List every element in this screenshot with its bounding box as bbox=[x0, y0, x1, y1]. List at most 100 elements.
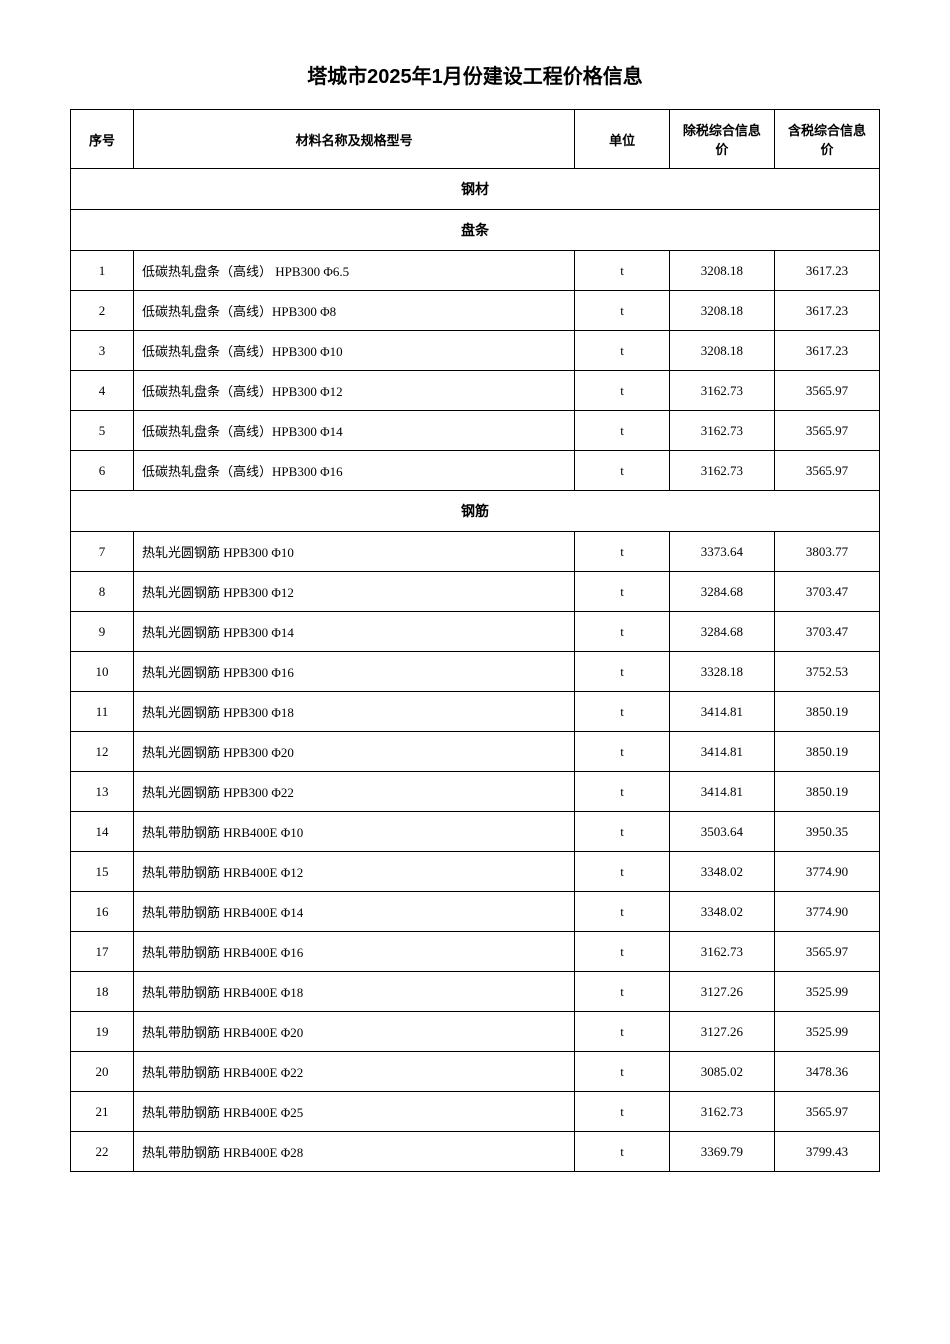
cell-price-inc-tax: 3565.97 bbox=[774, 411, 879, 451]
cell-price-inc-tax: 3950.35 bbox=[774, 812, 879, 852]
table-row: 21热轧带肋钢筋 HRB400E Φ25t3162.733565.97 bbox=[71, 1092, 880, 1132]
table-row: 22热轧带肋钢筋 HRB400E Φ28t3369.793799.43 bbox=[71, 1132, 880, 1172]
cell-price-ex-tax: 3414.81 bbox=[669, 772, 774, 812]
cell-seq: 19 bbox=[71, 1012, 134, 1052]
cell-material-name: 低碳热轧盘条（高线）HPB300 Φ12 bbox=[134, 371, 575, 411]
cell-seq: 16 bbox=[71, 892, 134, 932]
subsection-row: 钢筋 bbox=[71, 491, 880, 532]
cell-material-name: 低碳热轧盘条（高线）HPB300 Φ16 bbox=[134, 451, 575, 491]
cell-price-ex-tax: 3348.02 bbox=[669, 892, 774, 932]
cell-unit: t bbox=[575, 972, 670, 1012]
cell-price-ex-tax: 3208.18 bbox=[669, 331, 774, 371]
table-row: 7热轧光圆钢筋 HPB300 Φ10t3373.643803.77 bbox=[71, 532, 880, 572]
cell-seq: 1 bbox=[71, 251, 134, 291]
table-row: 17热轧带肋钢筋 HRB400E Φ16t3162.733565.97 bbox=[71, 932, 880, 972]
cell-price-ex-tax: 3328.18 bbox=[669, 652, 774, 692]
table-row: 18热轧带肋钢筋 HRB400E Φ18t3127.263525.99 bbox=[71, 972, 880, 1012]
cell-price-inc-tax: 3799.43 bbox=[774, 1132, 879, 1172]
header-unit: 单位 bbox=[575, 110, 670, 169]
header-price-ex-tax: 除税综合信息价 bbox=[669, 110, 774, 169]
cell-unit: t bbox=[575, 932, 670, 972]
table-row: 1低碳热轧盘条（高线） HPB300 Φ6.5t3208.183617.23 bbox=[71, 251, 880, 291]
cell-material-name: 低碳热轧盘条（高线）HPB300 Φ14 bbox=[134, 411, 575, 451]
subsection-title: 钢筋 bbox=[71, 491, 880, 532]
cell-price-ex-tax: 3162.73 bbox=[669, 932, 774, 972]
table-header-row: 序号 材料名称及规格型号 单位 除税综合信息价 含税综合信息价 bbox=[71, 110, 880, 169]
section-title: 钢材 bbox=[71, 169, 880, 210]
table-row: 16热轧带肋钢筋 HRB400E Φ14t3348.023774.90 bbox=[71, 892, 880, 932]
table-row: 12热轧光圆钢筋 HPB300 Φ20t3414.813850.19 bbox=[71, 732, 880, 772]
cell-price-ex-tax: 3162.73 bbox=[669, 371, 774, 411]
cell-price-inc-tax: 3565.97 bbox=[774, 451, 879, 491]
cell-price-ex-tax: 3284.68 bbox=[669, 612, 774, 652]
cell-unit: t bbox=[575, 251, 670, 291]
cell-unit: t bbox=[575, 652, 670, 692]
cell-seq: 6 bbox=[71, 451, 134, 491]
cell-price-ex-tax: 3208.18 bbox=[669, 291, 774, 331]
cell-seq: 7 bbox=[71, 532, 134, 572]
cell-unit: t bbox=[575, 411, 670, 451]
cell-unit: t bbox=[575, 1012, 670, 1052]
header-price-inc-tax: 含税综合信息价 bbox=[774, 110, 879, 169]
cell-seq: 9 bbox=[71, 612, 134, 652]
cell-unit: t bbox=[575, 772, 670, 812]
cell-seq: 12 bbox=[71, 732, 134, 772]
cell-price-ex-tax: 3369.79 bbox=[669, 1132, 774, 1172]
cell-seq: 22 bbox=[71, 1132, 134, 1172]
cell-price-inc-tax: 3565.97 bbox=[774, 932, 879, 972]
cell-seq: 14 bbox=[71, 812, 134, 852]
cell-price-inc-tax: 3850.19 bbox=[774, 732, 879, 772]
cell-price-ex-tax: 3348.02 bbox=[669, 852, 774, 892]
page-title: 塔城市2025年1月份建设工程价格信息 bbox=[70, 60, 880, 89]
cell-unit: t bbox=[575, 451, 670, 491]
cell-unit: t bbox=[575, 331, 670, 371]
cell-unit: t bbox=[575, 532, 670, 572]
cell-price-inc-tax: 3774.90 bbox=[774, 892, 879, 932]
cell-unit: t bbox=[575, 852, 670, 892]
table-row: 19热轧带肋钢筋 HRB400E Φ20t3127.263525.99 bbox=[71, 1012, 880, 1052]
table-row: 11热轧光圆钢筋 HPB300 Φ18t3414.813850.19 bbox=[71, 692, 880, 732]
table-row: 4低碳热轧盘条（高线）HPB300 Φ12t3162.733565.97 bbox=[71, 371, 880, 411]
table-row: 14热轧带肋钢筋 HRB400E Φ10t3503.643950.35 bbox=[71, 812, 880, 852]
table-row: 2低碳热轧盘条（高线）HPB300 Φ8t3208.183617.23 bbox=[71, 291, 880, 331]
cell-material-name: 热轧光圆钢筋 HPB300 Φ20 bbox=[134, 732, 575, 772]
cell-price-ex-tax: 3208.18 bbox=[669, 251, 774, 291]
cell-price-inc-tax: 3565.97 bbox=[774, 371, 879, 411]
table-row: 5低碳热轧盘条（高线）HPB300 Φ14t3162.733565.97 bbox=[71, 411, 880, 451]
table-row: 13热轧光圆钢筋 HPB300 Φ22t3414.813850.19 bbox=[71, 772, 880, 812]
cell-price-ex-tax: 3085.02 bbox=[669, 1052, 774, 1092]
cell-price-inc-tax: 3478.36 bbox=[774, 1052, 879, 1092]
cell-material-name: 热轧带肋钢筋 HRB400E Φ18 bbox=[134, 972, 575, 1012]
cell-material-name: 热轧光圆钢筋 HPB300 Φ16 bbox=[134, 652, 575, 692]
cell-material-name: 热轧光圆钢筋 HPB300 Φ12 bbox=[134, 572, 575, 612]
cell-material-name: 热轧带肋钢筋 HRB400E Φ22 bbox=[134, 1052, 575, 1092]
cell-price-ex-tax: 3127.26 bbox=[669, 1012, 774, 1052]
section-row: 钢材 bbox=[71, 169, 880, 210]
cell-price-ex-tax: 3162.73 bbox=[669, 1092, 774, 1132]
cell-price-ex-tax: 3284.68 bbox=[669, 572, 774, 612]
cell-price-inc-tax: 3565.97 bbox=[774, 1092, 879, 1132]
cell-material-name: 热轧光圆钢筋 HPB300 Φ10 bbox=[134, 532, 575, 572]
table-row: 3低碳热轧盘条（高线）HPB300 Φ10t3208.183617.23 bbox=[71, 331, 880, 371]
cell-price-inc-tax: 3703.47 bbox=[774, 572, 879, 612]
cell-material-name: 低碳热轧盘条（高线）HPB300 Φ8 bbox=[134, 291, 575, 331]
cell-material-name: 热轧带肋钢筋 HRB400E Φ14 bbox=[134, 892, 575, 932]
cell-material-name: 热轧带肋钢筋 HRB400E Φ12 bbox=[134, 852, 575, 892]
table-row: 9热轧光圆钢筋 HPB300 Φ14t3284.683703.47 bbox=[71, 612, 880, 652]
cell-price-inc-tax: 3525.99 bbox=[774, 972, 879, 1012]
cell-unit: t bbox=[575, 892, 670, 932]
cell-material-name: 热轧光圆钢筋 HPB300 Φ22 bbox=[134, 772, 575, 812]
cell-seq: 4 bbox=[71, 371, 134, 411]
cell-seq: 17 bbox=[71, 932, 134, 972]
cell-material-name: 热轧光圆钢筋 HPB300 Φ18 bbox=[134, 692, 575, 732]
cell-price-inc-tax: 3617.23 bbox=[774, 291, 879, 331]
cell-price-ex-tax: 3373.64 bbox=[669, 532, 774, 572]
cell-material-name: 热轧带肋钢筋 HRB400E Φ25 bbox=[134, 1092, 575, 1132]
cell-seq: 10 bbox=[71, 652, 134, 692]
cell-seq: 8 bbox=[71, 572, 134, 612]
cell-unit: t bbox=[575, 812, 670, 852]
cell-price-inc-tax: 3617.23 bbox=[774, 251, 879, 291]
cell-material-name: 低碳热轧盘条（高线）HPB300 Φ10 bbox=[134, 331, 575, 371]
cell-seq: 18 bbox=[71, 972, 134, 1012]
cell-seq: 20 bbox=[71, 1052, 134, 1092]
